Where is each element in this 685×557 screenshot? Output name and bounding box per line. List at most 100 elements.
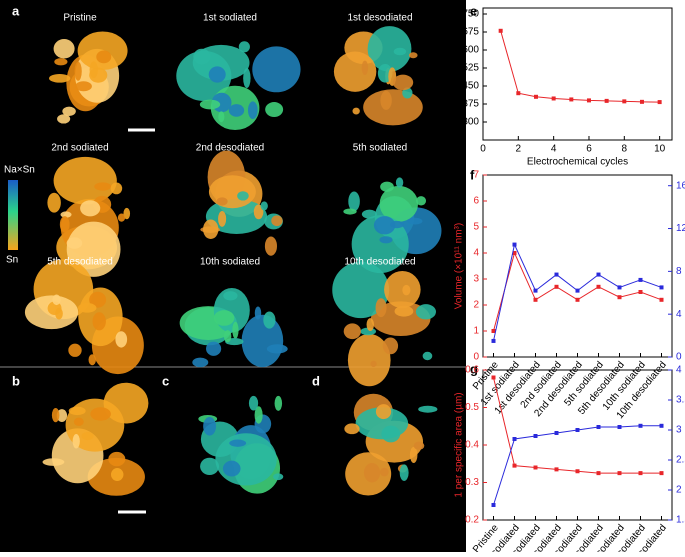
image-blob (66, 237, 83, 249)
image-blob (273, 473, 284, 481)
image-title: 2nd sodiated (51, 143, 108, 154)
y2-tick-label: 12 (676, 223, 685, 234)
image-blob (123, 207, 131, 220)
plot-frame (482, 7, 673, 141)
image-blob (206, 341, 222, 356)
image-blob (408, 52, 418, 59)
panel-label: f (470, 167, 475, 182)
image-blob (394, 305, 414, 317)
panel-label: d (312, 373, 320, 388)
x-tick-label: 2 (516, 144, 522, 155)
x-tick-label: 6 (586, 144, 592, 155)
panel-label: g (470, 361, 478, 376)
y-tick-label: 450 (462, 81, 479, 92)
point (638, 471, 643, 476)
image-blob (208, 66, 226, 83)
image-blob (415, 304, 437, 320)
point (491, 338, 496, 343)
image-blob (266, 344, 288, 354)
y2-tick-label: 16 (676, 180, 685, 191)
image-blob (344, 423, 360, 435)
x-tick-label: 10 (654, 144, 666, 155)
image-blob (228, 104, 245, 117)
image-blob (208, 175, 256, 209)
image-blob (53, 38, 75, 59)
image-blob (77, 303, 97, 313)
point (617, 295, 622, 300)
point (533, 288, 538, 293)
image-blob (92, 312, 106, 331)
point (533, 94, 538, 99)
image-blob (52, 294, 61, 306)
y2-tick-label: 3.5 (676, 395, 685, 406)
panel-label: b (12, 373, 20, 388)
point (512, 251, 517, 255)
image-blob (74, 61, 82, 81)
image-blob (241, 314, 284, 368)
series-line (493, 425, 662, 506)
y-tick-label: 2 (473, 300, 479, 311)
image-title: 10th sodiated (200, 257, 260, 268)
colorbar (8, 180, 18, 250)
x-tick-label: 4 (551, 144, 557, 155)
image-blob (247, 101, 258, 120)
y-tick-label: 5 (473, 222, 479, 233)
image-title: 2nd desodiated (196, 143, 264, 154)
image-blob (238, 41, 250, 53)
point (659, 297, 664, 302)
image-blob (232, 321, 239, 339)
y-tick-label: 1 (473, 326, 479, 337)
point (533, 297, 538, 302)
image-blob (343, 323, 361, 340)
image-blob (367, 26, 412, 72)
image-blob (215, 433, 277, 486)
image-blob (115, 331, 128, 348)
image-blob (361, 209, 377, 219)
point (498, 28, 503, 33)
image-blob (89, 67, 108, 83)
point (533, 434, 538, 438)
image-blob (243, 68, 251, 89)
image-blob (89, 291, 107, 308)
image-blob (68, 406, 86, 416)
point (596, 272, 601, 277)
y-tick-label: 0.6 (465, 365, 479, 376)
image-blob (422, 351, 433, 361)
point (491, 375, 496, 380)
y-tick-label: 0.4 (465, 440, 479, 451)
image-blob (213, 310, 235, 326)
y-tick-label: 0.5 (465, 402, 479, 413)
image-blob (265, 102, 284, 118)
image-blob (332, 261, 390, 319)
image-blob (108, 451, 126, 467)
point (575, 428, 580, 432)
image-blob (363, 462, 381, 483)
y-tick-label: 7 (473, 170, 479, 181)
image-blob (402, 87, 413, 99)
image-blob (418, 405, 438, 413)
point (554, 467, 559, 472)
image-blob (370, 360, 377, 368)
y-tick-label: 0.2 (465, 515, 479, 526)
image-blob (252, 46, 301, 93)
point (638, 290, 643, 294)
image-blob (237, 191, 249, 201)
panel-label: e (470, 3, 477, 18)
y2-tick-label: 2.5 (676, 455, 685, 466)
x-tick-label: 0 (480, 144, 486, 155)
image-blob (379, 236, 393, 244)
image-blob (223, 291, 238, 301)
image-blob (54, 58, 68, 66)
y-tick-label: 0.3 (465, 477, 479, 488)
image-blob (53, 156, 117, 205)
point (617, 285, 622, 290)
image-blob (57, 114, 71, 124)
image-blob (216, 197, 228, 206)
image-blob (94, 182, 112, 191)
image-blob (402, 284, 411, 296)
image-blob (253, 204, 264, 220)
image-blob (413, 441, 425, 450)
point (569, 97, 574, 102)
panel-label: a (12, 3, 20, 18)
image-title: Pristine (63, 13, 97, 24)
